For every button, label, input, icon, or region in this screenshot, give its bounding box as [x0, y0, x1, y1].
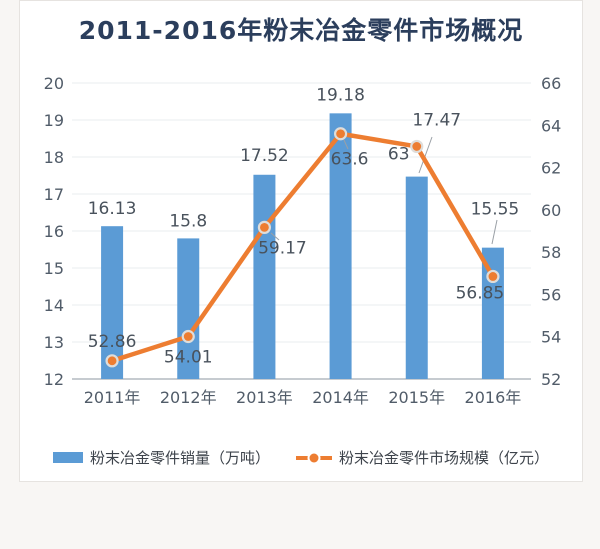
line-value-label: 56.85	[456, 283, 505, 303]
bar-value-label: 17.47	[412, 111, 461, 131]
market-scale-line	[109, 131, 496, 364]
label-leader-line	[418, 136, 433, 174]
right-axis-tick: 56	[541, 285, 561, 304]
bar-2013年	[253, 174, 276, 379]
left-axis-tick: 17	[44, 185, 64, 204]
bar-2016年	[481, 247, 504, 379]
left-axis-tick: 20	[44, 74, 64, 93]
bar-2012年	[177, 238, 200, 379]
bar-value-label: 15.55	[471, 200, 520, 220]
line-value-label: 63	[388, 144, 410, 164]
line-marker-2016年	[486, 269, 500, 284]
chart-card: 2011-2016年粉末冶金零件市场概况 20 19 18 17 16 15 14 13 12 6…	[19, 0, 583, 482]
right-axis-tick: 54	[541, 328, 561, 347]
legend-item-market-scale: 粉末冶金零件市场规模（亿元）	[296, 447, 549, 468]
left-axis-tick: 14	[44, 296, 64, 315]
bar-value-label: 19.18	[316, 85, 365, 105]
line-marker-2012年	[181, 329, 195, 344]
right-axis-tick: 52	[541, 370, 561, 389]
line-value-label: 52.86	[88, 332, 137, 352]
x-axis-label: 2011年	[84, 388, 141, 407]
left-axis-tick: 16	[44, 222, 64, 241]
label-leader-line	[270, 232, 280, 241]
legend-label-sales: 粉末冶金零件销量（万吨）	[89, 449, 270, 467]
x-axis-label: 2013年	[236, 388, 293, 407]
bar-series-swatch-icon	[52, 452, 83, 463]
line-value-label: 59.17	[258, 238, 307, 258]
line-marker-2011年	[105, 354, 119, 368]
bar-value-label: 16.13	[88, 199, 137, 219]
right-axis-tick: 62	[541, 159, 561, 178]
legend-item-sales: 粉末冶金零件销量（万吨）	[52, 447, 270, 468]
x-axis-label: 2015年	[388, 388, 445, 407]
line-value-label: 54.01	[164, 348, 213, 368]
right-axis-tick: 60	[541, 201, 561, 220]
line-series-swatch-icon	[296, 453, 332, 462]
bar-value-label: 15.8	[169, 211, 207, 231]
line-marker-2013年	[257, 220, 272, 235]
x-axis-label: 2016年	[465, 388, 522, 407]
chart-legend: 粉末冶金零件销量（万吨） 粉末冶金零件市场规模（亿元）	[20, 447, 582, 468]
line-value-label: 63.6	[331, 150, 369, 170]
right-axis-tick: 66	[541, 74, 561, 93]
bar-2015年	[405, 176, 428, 379]
x-axis-label: 2014年	[312, 388, 369, 407]
x-axis-label: 2012年	[160, 388, 217, 407]
left-axis-tick: 18	[44, 148, 64, 167]
right-axis-tick: 64	[541, 116, 561, 135]
bar-2011年	[101, 226, 124, 379]
label-leader-line	[343, 139, 349, 150]
legend-label-market-scale: 粉末冶金零件市场规模（亿元）	[339, 449, 550, 467]
line-series-dot-icon	[309, 453, 319, 462]
left-axis-tick: 12	[44, 370, 64, 389]
combo-chart: 20 19 18 17 16 15 14 13 12 66 64 62 60 58 56 54 52 2011年 2…	[44, 74, 562, 407]
left-axis-tick: 15	[44, 259, 64, 278]
left-axis-tick: 19	[44, 111, 64, 130]
chart-title: 2011-2016年粉末冶金零件市场概况	[78, 16, 524, 45]
label-leader-line	[491, 219, 498, 245]
right-axis-tick: 58	[541, 243, 561, 262]
line-marker-2015年	[410, 139, 424, 154]
bar-2014年	[329, 113, 352, 379]
line-marker-2014年	[333, 127, 348, 141]
left-axis-tick: 13	[44, 333, 64, 352]
bar-value-label: 17.52	[240, 146, 289, 166]
